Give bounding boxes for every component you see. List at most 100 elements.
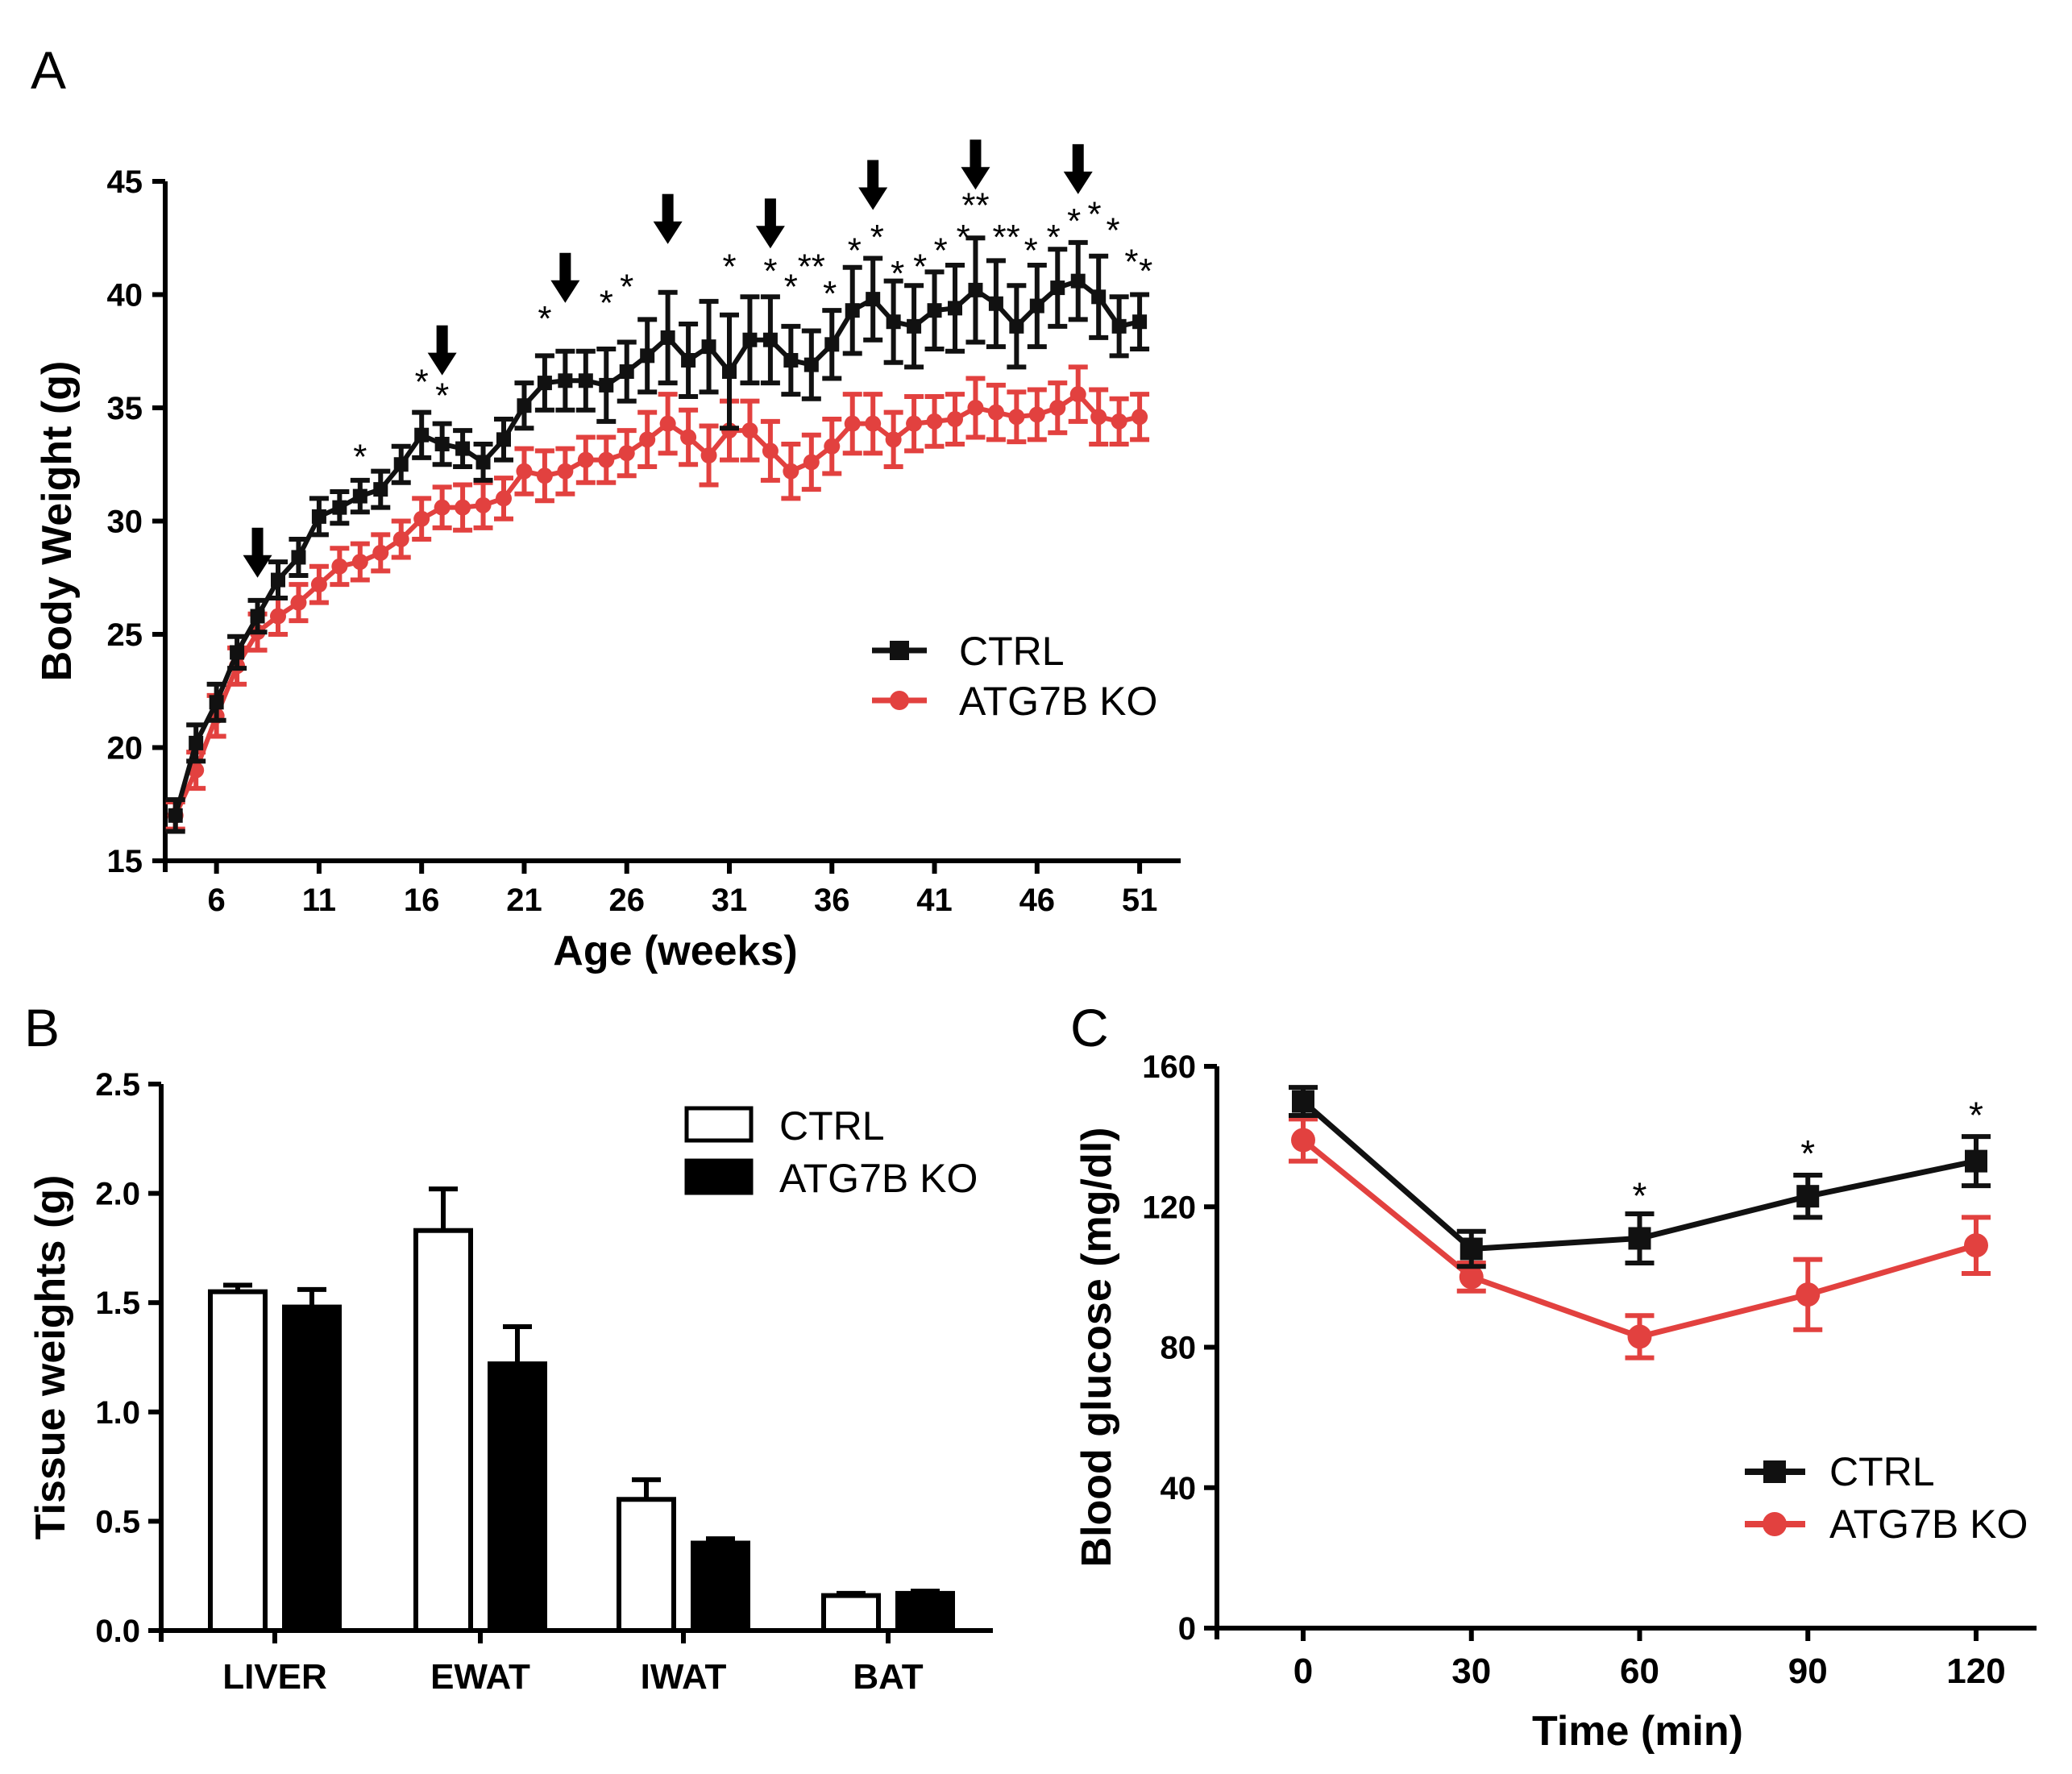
panel-a-ctrl-marker [475, 455, 491, 470]
panel-c-legend: CTRL ATG7B KO [1745, 1449, 2028, 1547]
panel-a-ko-marker [577, 451, 594, 468]
panel-a-arrow-icon [1063, 143, 1093, 194]
panel-b-ctrl-bar [821, 1593, 881, 1634]
panel-a-y-tick-label: 15 [107, 844, 143, 879]
panel-a-ko-marker [455, 499, 471, 516]
panel-a-ctrl-marker [660, 330, 675, 345]
panel-a-significance-star: * [913, 247, 927, 286]
panel-c-ko-marker [1964, 1233, 1988, 1258]
panel-a-arrow-shaft [662, 193, 674, 225]
panel-a-ko-marker [413, 510, 430, 527]
panel-b-y-tick-label: 1.0 [95, 1395, 140, 1431]
panel-a-body-weight-chart: A Body Weight (g) Age (weeks) CTRL ATG7B… [31, 40, 1181, 974]
panel-a-ctrl-marker [1029, 298, 1044, 314]
panel-a-significance-star: * [870, 218, 884, 257]
panel-c-significance-star: * [1969, 1094, 1983, 1136]
panel-a-ctrl-marker [1091, 289, 1107, 305]
panel-a-significance-star: * [1088, 195, 1102, 235]
panel-a-ctrl-marker [455, 441, 471, 456]
panel-a-ctrl-marker [599, 377, 614, 393]
panel-a-ctrl-marker [866, 292, 881, 307]
panel-a-legend-ctrl-marker [890, 641, 909, 660]
panel-a-ctrl-marker [373, 482, 388, 497]
panel-a-ko-marker [392, 530, 409, 547]
panel-a-ko-marker [700, 447, 717, 464]
panel-a-significance-star: * [1106, 210, 1119, 250]
panel-b-category-label: EWAT [430, 1657, 530, 1697]
panel-a-ctrl-marker [291, 550, 306, 565]
panel-a-ctrl-marker [496, 432, 511, 447]
panel-b-legend-ctrl-swatch [684, 1106, 754, 1143]
panel-a-significance-star: * [823, 274, 837, 314]
panel-a-ctrl-marker [1070, 273, 1086, 289]
panel-a-ctrl-marker [1050, 280, 1065, 296]
panel-a-arrow-shaft [251, 527, 264, 559]
panel-a-ko-marker [967, 400, 984, 416]
panel-a-ko-marker [496, 490, 512, 507]
panel-a-ko-marker [516, 463, 533, 480]
panel-a-arrow-icon [427, 325, 457, 376]
panel-a-x-tick-label: 46 [1019, 883, 1056, 918]
panel-a-ko-marker [598, 451, 615, 468]
panel-a-y-tick-label: 40 [107, 278, 143, 314]
panel-a-x-tick-label: 41 [916, 883, 953, 918]
panel-c-significance-star: * [1633, 1174, 1647, 1216]
panel-a-y-tick-label: 25 [107, 617, 143, 653]
panel-a-ko-marker [741, 422, 758, 439]
panel-a-legend-ko-label: ATG7B KO [959, 679, 1157, 724]
panel-a-ko-marker [639, 431, 656, 448]
panel-a-ctrl-line [172, 278, 1140, 816]
panel-a-ctrl-marker [209, 695, 224, 710]
panel-a-ctrl-marker [762, 332, 778, 347]
panel-a-ctrl-marker [742, 332, 758, 347]
panel-a-y-tick-label: 35 [107, 391, 143, 426]
panel-a-significance-star: * [1139, 251, 1152, 291]
panel-b-category-label: LIVER [222, 1657, 327, 1697]
panel-a-significance-star: * [353, 437, 367, 476]
panel-a-ko-marker [1090, 409, 1107, 426]
panel-c-legend-ko-marker [1763, 1512, 1787, 1536]
panel-b-legend-ctrl-label: CTRL [779, 1103, 885, 1149]
panel-a-ko-marker [926, 413, 943, 430]
panel-a-legend-ctrl-label: CTRL [959, 629, 1065, 674]
panel-c-y-tick-label: 40 [1161, 1471, 1197, 1506]
panel-a-ko-marker [270, 608, 286, 625]
panel-a-ctrl-marker [968, 282, 983, 297]
panel-c-y-tick-label: 80 [1161, 1331, 1197, 1366]
panel-a-ctrl-marker [948, 301, 962, 316]
panel-a-significance-star: * [891, 254, 904, 293]
panel-c-significance-star: * [1800, 1132, 1815, 1174]
panel-a-ctrl-marker [1111, 318, 1127, 334]
panel-c-y-axis-label: Blood glucose (mg/dl) [1073, 1128, 1120, 1568]
panel-b-ko-bar [895, 1590, 955, 1633]
panel-b-ko-bar [488, 1361, 547, 1633]
panel-a-ctrl-marker [681, 352, 696, 368]
panel-a-ko-marker [618, 445, 635, 462]
panel-c-ctrl-marker [1292, 1090, 1314, 1113]
panel-a-ctrl-marker [271, 572, 285, 588]
panel-b-category-label: IWAT [641, 1657, 727, 1697]
panel-c-ctrl-marker [1460, 1237, 1483, 1261]
panel-a-significance-star: * [722, 247, 736, 286]
panel-c-legend-ctrl-label: CTRL [1829, 1449, 1935, 1494]
panel-a-significance-star: * [957, 218, 970, 257]
panel-c-ko-marker [1796, 1282, 1821, 1307]
panel-b-y-tick-label: 2.5 [95, 1067, 140, 1103]
panel-a-ctrl-marker [907, 318, 922, 334]
panel-c-x-tick-label: 120 [1946, 1651, 2005, 1691]
panel-b-legend-ko-swatch [684, 1158, 754, 1195]
panel-a-y-tick-label: 20 [107, 731, 143, 767]
panel-a-significance-star: * [415, 363, 429, 402]
panel-a-ko-marker [1008, 409, 1025, 426]
panel-c-ko-marker [1627, 1324, 1652, 1349]
panel-a-ko-marker [844, 415, 861, 432]
panel-c-x-tick-label: 90 [1788, 1651, 1828, 1691]
panel-a-ctrl-marker [189, 735, 204, 750]
panel-a-x-tick-label: 31 [712, 883, 748, 918]
panel-b-ctrl-bar [208, 1289, 268, 1633]
panel-a-ctrl-marker [434, 436, 450, 451]
panel-a-significance-star: * [1124, 243, 1138, 282]
panel-a-x-tick-label: 6 [208, 883, 226, 918]
panel-a-ctrl-marker [701, 339, 716, 355]
